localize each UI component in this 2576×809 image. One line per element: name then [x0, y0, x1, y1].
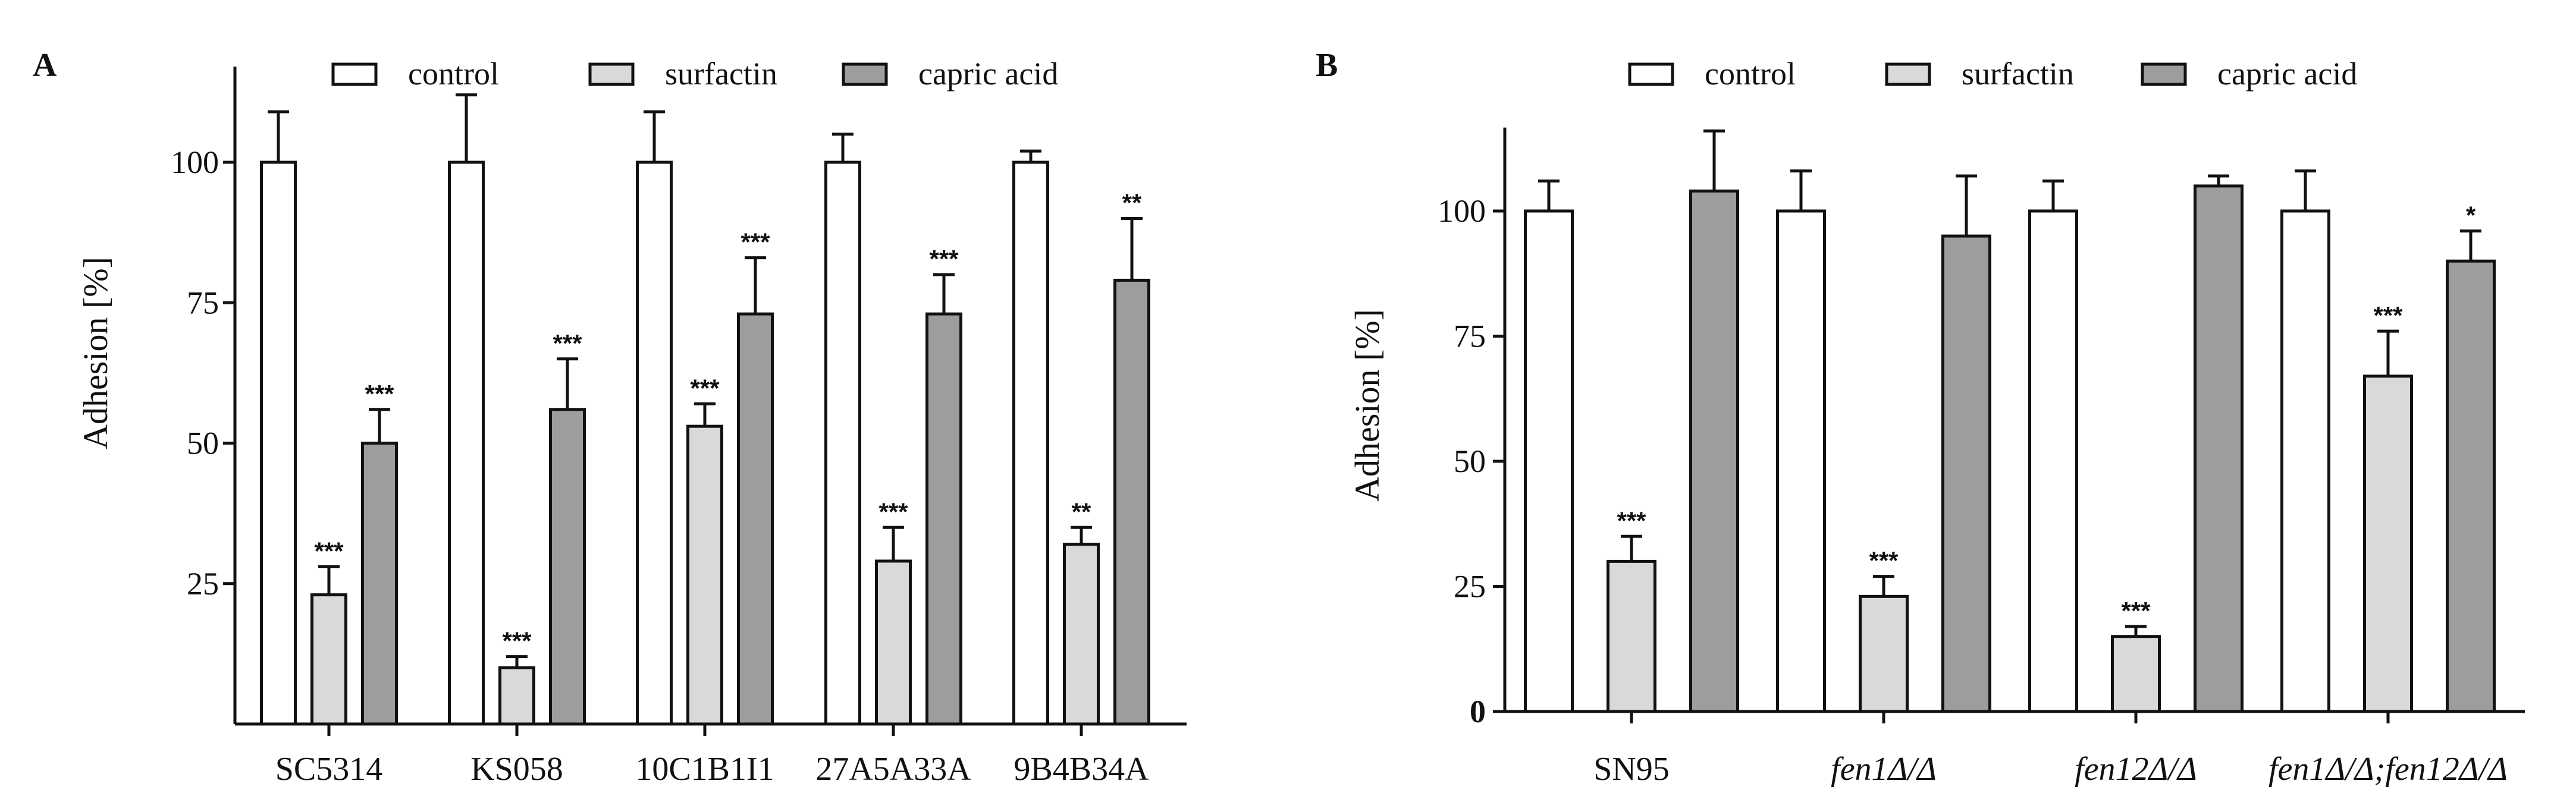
panel-a-significance-surfactin: ***: [690, 374, 720, 402]
panel-a-legend-control: control: [408, 56, 499, 92]
panel-b-legend-surfactin: surfactin: [1962, 56, 2074, 92]
panel-a-letter: A: [33, 47, 57, 84]
panel-a-bar-capric-acid: [1113, 278, 1150, 726]
panel-a-y-tick-label: 100: [171, 144, 219, 180]
panel-a-bar-capric-acid: [549, 408, 586, 726]
panel-a-significance-surfactin: ***: [502, 627, 532, 655]
panel-b-plot-area: 0255075100***SN95***fen1Δ/Δ***fen12Δ/Δ**…: [1438, 127, 2525, 788]
panel-a-bar-control: [824, 160, 861, 726]
panel-b-category-label: SN95: [1593, 751, 1670, 788]
panel-b-category-label: fen12Δ/Δ: [2075, 751, 2197, 788]
panel-a-y-tick-label: 75: [187, 285, 219, 320]
panel-a-significance-capric-acid: ***: [553, 329, 582, 357]
panel-a-significance-capric-acid: ***: [929, 245, 959, 273]
panel-a-category-label: 10C1B1I1: [635, 751, 774, 788]
panel-b-bar-control: [1524, 209, 1574, 713]
panel-a-category-label: SC5314: [275, 751, 383, 788]
panel-a-legend-capric-acid: capric acid: [918, 56, 1058, 92]
panel-a-bar-capric-acid: [737, 312, 774, 726]
panel-a-bar-control: [448, 160, 485, 726]
panel-b-legend-swatch-capric-acid: [2141, 62, 2187, 86]
panel-a-legend-swatch-capric-acid: [842, 62, 888, 86]
panel-b-significance-surfactin: ***: [2121, 597, 2151, 625]
panel-a-legend: control surfactin capric acid: [331, 56, 1058, 92]
panel-a-bar-surfactin: [1063, 543, 1100, 726]
panel-a-y-axis-title: Adhesion [%]: [76, 257, 115, 449]
panel-b-category-label: fen1Δ/Δ: [1831, 751, 1937, 788]
panel-b-significance-surfactin: ***: [2373, 301, 2403, 329]
panel-b-bar-control: [2028, 209, 2078, 713]
panel-b-bar-surfactin: [1607, 559, 1656, 713]
panel-b-bar-control: [1776, 209, 1826, 713]
panel-b-legend: control surfactin capric acid: [1628, 56, 2357, 92]
panel-a-bar-surfactin: [310, 593, 347, 726]
panel-a-significance-capric-acid: ***: [365, 380, 394, 408]
panel-b-significance-surfactin: ***: [1617, 506, 1646, 534]
panel-b-bar-capric-acid: [1689, 189, 1739, 713]
panel-b-y-tick-label: 50: [1454, 443, 1486, 479]
panel-b-bar-capric-acid: [2446, 259, 2496, 713]
panel-b-legend-control: control: [1705, 56, 1796, 92]
panel-b-y-tick-label: 100: [1438, 193, 1486, 229]
panel-b-letter: B: [1316, 47, 1338, 84]
panel-b-legend-capric-acid: capric acid: [2217, 56, 2357, 92]
panel-a-significance-surfactin: ***: [314, 537, 344, 565]
panel-a-bar-control: [1012, 160, 1049, 726]
panel-b-y-tick-label: 0: [1470, 694, 1486, 729]
panel-b-bar-capric-acid: [1941, 234, 1991, 713]
panel-a-significance-surfactin: ***: [878, 498, 908, 525]
panel-b-bar-surfactin: [2363, 374, 2413, 713]
panel-a-bar-control: [260, 160, 297, 726]
panel-a-legend-swatch-surfactin: [588, 62, 635, 86]
panel-b-bar-control: [2280, 209, 2330, 713]
panel-a-bar-control: [636, 160, 673, 726]
panel-b-bar-surfactin: [1859, 594, 1909, 713]
panel-a-category-label: KS058: [470, 751, 563, 788]
panel-b-bar-capric-acid: [2194, 184, 2244, 713]
panel-b-significance-capric-acid: *: [2466, 202, 2476, 229]
panel-a-legend-swatch-control: [331, 62, 378, 86]
panel-a-significance-capric-acid: **: [1122, 189, 1142, 217]
panel-a-significance-capric-acid: ***: [741, 228, 770, 256]
panel-a-legend-surfactin: surfactin: [665, 56, 777, 92]
panel-b-category-label: fen1Δ/Δ;fen12Δ/Δ: [2268, 751, 2508, 788]
panel-a-category-label: 27A5A33A: [815, 751, 971, 788]
panel-a-y-tick-label: 25: [187, 566, 219, 602]
panel-b-legend-swatch-surfactin: [1885, 62, 1931, 86]
panel-b: B control surfactin capric acid Adhesion…: [1316, 47, 2525, 788]
panel-a-bar-surfactin: [686, 424, 723, 726]
panel-a-y-tick-label: 50: [187, 426, 219, 461]
panel-b-y-tick-label: 25: [1454, 569, 1486, 605]
panel-a-plot-area: 25 50 75 100 *** *** SC5314 *** *** KS058 *** *** 10…: [171, 67, 1187, 788]
panel-a-bar-surfactin: [498, 666, 535, 726]
panel-b-significance-surfactin: ***: [1869, 547, 1899, 575]
panel-b-y-tick-label: 75: [1454, 319, 1486, 354]
panel-a-bar-capric-acid: [361, 442, 398, 726]
panel-a-bar-capric-acid: [925, 312, 962, 726]
panel-a: A control surfactin capric acid Adhesion…: [33, 47, 1187, 788]
panel-a-category-label: 9B4B34A: [1014, 751, 1149, 788]
panel-a-significance-surfactin: **: [1072, 498, 1091, 525]
panel-a-bar-surfactin: [875, 559, 912, 726]
panel-b-y-axis-title: Adhesion [%]: [1348, 309, 1386, 502]
panel-b-bar-surfactin: [2111, 635, 2161, 713]
panel-b-legend-swatch-control: [1628, 62, 1674, 86]
